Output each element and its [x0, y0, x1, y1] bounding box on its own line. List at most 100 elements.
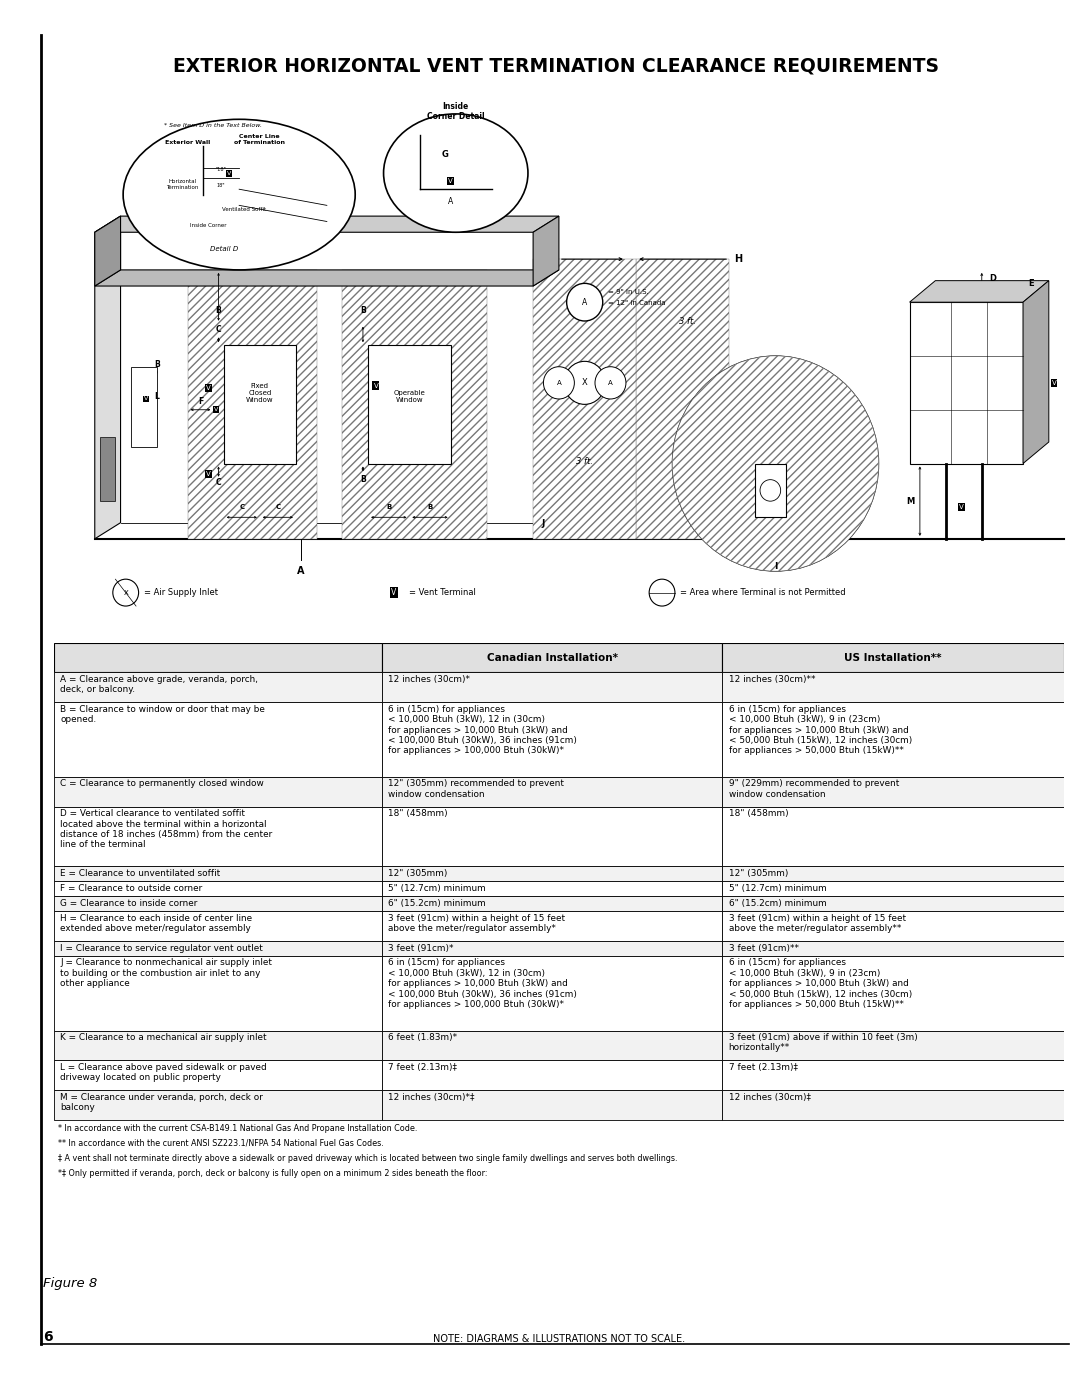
- Text: 9" (229mm) recommended to prevent
window condensation: 9" (229mm) recommended to prevent window…: [729, 780, 899, 799]
- Bar: [723, 897, 1064, 911]
- Text: Inside
Corner Detail: Inside Corner Detail: [427, 102, 485, 122]
- Text: * In accordance with the current CSA-B149.1 National Gas And Propane Installatio: * In accordance with the current CSA-B14…: [58, 1123, 417, 1133]
- Polygon shape: [95, 217, 121, 539]
- Bar: [54, 897, 382, 911]
- Text: 5" (12.7cm) minimum: 5" (12.7cm) minimum: [729, 884, 826, 893]
- Text: 6 in (15cm) for appliances
< 10,000 Btuh (3kW), 12 in (30cm)
for appliances > 10: 6 in (15cm) for appliances < 10,000 Btuh…: [388, 705, 577, 756]
- Text: ** In accordance with the curent ANSI SZ223.1/NFPA 54 National Fuel Gas Codes.: ** In accordance with the curent ANSI SZ…: [58, 1139, 383, 1148]
- Text: V: V: [448, 179, 453, 184]
- Text: 12 inches (30cm)**: 12 inches (30cm)**: [729, 675, 815, 685]
- Circle shape: [649, 580, 675, 606]
- Bar: [224, 345, 296, 464]
- Bar: [54, 1060, 382, 1090]
- Bar: [723, 942, 1064, 956]
- Bar: [723, 956, 1064, 1031]
- Bar: [100, 437, 116, 502]
- Circle shape: [760, 479, 781, 502]
- Text: 6" (15.2cm) minimum: 6" (15.2cm) minimum: [388, 898, 486, 908]
- Text: 3 ft.: 3 ft.: [679, 317, 697, 326]
- Text: A = Clearance above grade, veranda, porch,
deck, or balcony.: A = Clearance above grade, veranda, porc…: [60, 675, 258, 694]
- Bar: [382, 703, 723, 777]
- Polygon shape: [1023, 281, 1049, 464]
- Circle shape: [112, 580, 138, 606]
- Text: V: V: [1052, 380, 1056, 386]
- Text: V: V: [959, 503, 963, 510]
- Text: C: C: [275, 504, 281, 510]
- Bar: [382, 1090, 723, 1120]
- Polygon shape: [909, 281, 1049, 302]
- Text: L = Clearance above paved sidewalk or paved
driveway located on public property: L = Clearance above paved sidewalk or pa…: [60, 1063, 267, 1083]
- Text: * See Item D in the Text Below.: * See Item D in the Text Below.: [164, 123, 262, 129]
- Bar: [755, 464, 786, 517]
- Bar: [382, 866, 723, 882]
- Bar: [909, 302, 1023, 464]
- Circle shape: [673, 356, 879, 571]
- Text: C: C: [239, 504, 244, 510]
- Bar: [534, 260, 636, 539]
- Text: 3 feet (91cm)*: 3 feet (91cm)*: [388, 943, 454, 953]
- Text: C: C: [216, 324, 221, 334]
- Text: Figure 8: Figure 8: [43, 1277, 97, 1289]
- Text: Fixed
Closed
Window: Fixed Closed Window: [246, 383, 273, 402]
- Bar: [54, 882, 382, 897]
- Bar: [54, 956, 382, 1031]
- Bar: [636, 260, 729, 539]
- Polygon shape: [95, 217, 559, 232]
- Ellipse shape: [383, 115, 528, 232]
- Bar: [188, 270, 316, 539]
- Bar: [368, 345, 450, 464]
- Text: H: H: [734, 254, 742, 264]
- Text: Detail D: Detail D: [210, 246, 238, 251]
- Circle shape: [567, 284, 603, 321]
- Text: A: A: [448, 197, 454, 207]
- Bar: [723, 882, 1064, 897]
- Text: L: L: [154, 393, 159, 401]
- Text: 6 feet (1.83m)*: 6 feet (1.83m)*: [388, 1032, 457, 1042]
- Text: A: A: [582, 298, 588, 307]
- Text: B = Clearance to window or door that may be
opened.: B = Clearance to window or door that may…: [60, 705, 265, 724]
- Text: J: J: [542, 520, 545, 528]
- Bar: [342, 270, 487, 539]
- Text: 6 in (15cm) for appliances
< 10,000 Btuh (3kW), 9 in (23cm)
for appliances > 10,: 6 in (15cm) for appliances < 10,000 Btuh…: [729, 958, 912, 1009]
- Bar: [54, 866, 382, 882]
- Text: = Vent Terminal: = Vent Terminal: [409, 588, 476, 597]
- Bar: [54, 911, 382, 942]
- Circle shape: [564, 362, 605, 404]
- Text: 18": 18": [217, 183, 226, 187]
- Text: V: V: [214, 408, 218, 412]
- Text: NOTE: DIAGRAMS & ILLUSTRATIONS NOT TO SCALE.: NOTE: DIAGRAMS & ILLUSTRATIONS NOT TO SC…: [433, 1334, 685, 1344]
- Text: X: X: [123, 590, 129, 595]
- Bar: [723, 1031, 1064, 1060]
- Text: 12 inches (30cm)*‡: 12 inches (30cm)*‡: [388, 1092, 475, 1102]
- Text: 12" (305mm) recommended to prevent
window condensation: 12" (305mm) recommended to prevent windo…: [388, 780, 564, 799]
- Bar: [382, 777, 723, 806]
- Text: 18" (458mm): 18" (458mm): [729, 809, 788, 819]
- Text: G = Clearance to inside corner: G = Clearance to inside corner: [60, 898, 198, 908]
- Bar: [723, 703, 1064, 777]
- Text: = Area where Terminal is not Permitted: = Area where Terminal is not Permitted: [680, 588, 846, 597]
- Text: "18": "18": [216, 168, 227, 172]
- Text: C = Clearance to permanently closed window: C = Clearance to permanently closed wind…: [60, 780, 264, 788]
- Circle shape: [595, 367, 626, 400]
- Bar: [54, 703, 382, 777]
- Bar: [54, 942, 382, 956]
- Text: = Air Supply Inlet: = Air Supply Inlet: [144, 588, 218, 597]
- Text: 12 inches (30cm)‡: 12 inches (30cm)‡: [729, 1092, 811, 1102]
- Text: = 12" in Canada: = 12" in Canada: [608, 300, 665, 306]
- Text: Operable
Window: Operable Window: [393, 390, 426, 402]
- Polygon shape: [95, 270, 559, 286]
- Text: 3 feet (91cm)**: 3 feet (91cm)**: [729, 943, 798, 953]
- Bar: [382, 1031, 723, 1060]
- Text: 6 in (15cm) for appliances
< 10,000 Btuh (3kW), 9 in (23cm)
for appliances > 10,: 6 in (15cm) for appliances < 10,000 Btuh…: [729, 705, 912, 756]
- Bar: [723, 672, 1064, 703]
- Text: V: V: [206, 471, 211, 478]
- Text: D: D: [989, 274, 997, 282]
- Text: A: A: [297, 566, 305, 576]
- Text: Center Line
of Termination: Center Line of Termination: [234, 134, 285, 144]
- Ellipse shape: [123, 119, 355, 270]
- Bar: [723, 911, 1064, 942]
- Text: V: V: [145, 397, 148, 401]
- Text: V: V: [227, 170, 231, 176]
- Text: 12" (305mm): 12" (305mm): [388, 869, 447, 877]
- Text: A: A: [608, 380, 612, 386]
